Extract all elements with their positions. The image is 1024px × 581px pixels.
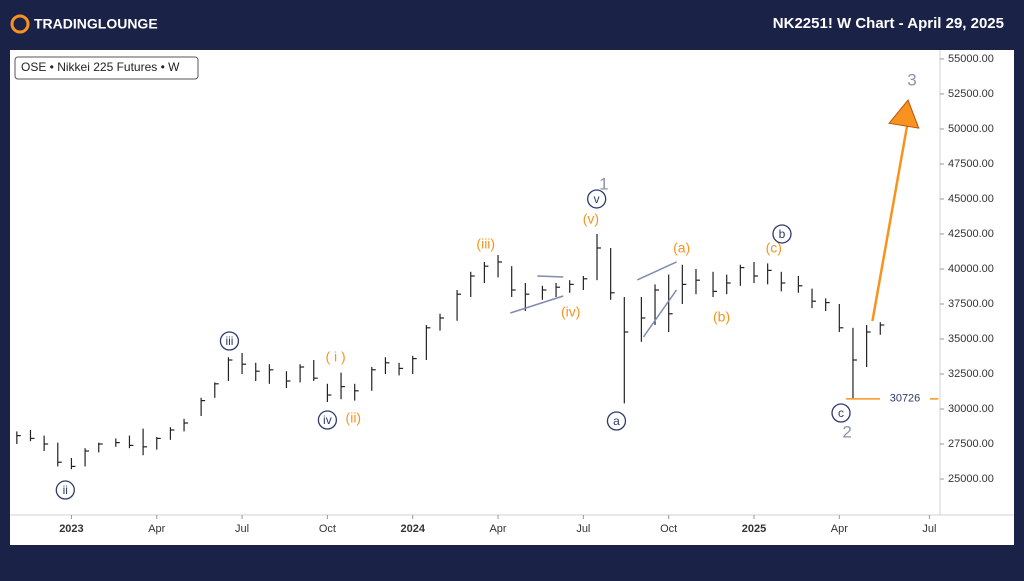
wave-circle <box>55 480 75 500</box>
forecast-arrow-head <box>888 99 920 129</box>
wave-circle <box>317 410 338 430</box>
x-tick-label: Apr <box>489 523 506 535</box>
x-tick-label: Jul <box>922 523 936 535</box>
wave-label: c <box>838 406 844 420</box>
trendline <box>510 295 564 314</box>
legend-box <box>14 56 199 80</box>
y-tick-label: 37500.00 <box>948 298 994 310</box>
level-label-bg <box>880 390 930 407</box>
x-tick-label: 2024 <box>400 523 425 535</box>
logo: TRADINGLOUNGE <box>34 16 158 32</box>
wave-circle <box>772 224 792 244</box>
wave-circle <box>831 403 851 423</box>
wave-label: v <box>594 192 600 206</box>
wave-label: (iii) <box>476 236 495 252</box>
y-tick-label: 35000.00 <box>948 333 994 345</box>
chart-panel <box>10 50 1014 545</box>
y-tick-label: 25000.00 <box>948 473 994 485</box>
wave-label: (b) <box>713 309 730 325</box>
y-tick-label: 45000.00 <box>948 193 994 205</box>
wave-label: 3 <box>907 70 916 89</box>
x-tick-label: 2023 <box>59 523 83 535</box>
y-tick-label: 47500.00 <box>948 158 994 170</box>
level-label: 30726 <box>890 393 921 405</box>
logo-icon <box>10 14 30 34</box>
wave-label: (c) <box>766 240 782 256</box>
x-tick-label: 2025 <box>742 523 766 535</box>
wave-label: a <box>613 414 620 428</box>
y-tick-label: 27500.00 <box>948 438 994 450</box>
wave-label: 1 <box>599 174 608 193</box>
wave-circle <box>587 189 607 209</box>
wave-label: 2 <box>842 422 851 441</box>
wave-label: (iv) <box>561 304 580 320</box>
x-tick-label: Oct <box>660 523 677 535</box>
trendline <box>537 275 564 278</box>
trendline <box>636 261 677 281</box>
y-tick-label: 40000.00 <box>948 263 994 275</box>
wave-label: ii <box>63 483 68 497</box>
forecast-arrow <box>871 124 909 322</box>
wave-label: (ii) <box>346 410 362 426</box>
wave-label: iv <box>323 413 332 427</box>
y-tick-label: 55000.00 <box>948 53 994 65</box>
legend-text: OSE • Nikkei 225 Futures • W <box>21 60 180 74</box>
wave-label: ( i ) <box>325 349 345 365</box>
header-title: NK2251! W Chart - April 29, 2025 <box>773 15 1004 32</box>
y-tick-label: 50000.00 <box>948 123 994 135</box>
wave-label: b <box>779 227 786 241</box>
wave-circle <box>606 411 627 431</box>
x-tick-label: Apr <box>831 523 848 535</box>
y-tick-label: 42500.00 <box>948 228 994 240</box>
wave-label: iii <box>225 334 233 348</box>
y-tick-label: 52500.00 <box>948 88 994 100</box>
x-tick-label: Oct <box>319 523 336 535</box>
x-tick-label: Apr <box>148 523 165 535</box>
wave-label: (v) <box>583 211 599 227</box>
y-tick-label: 32500.00 <box>948 368 994 380</box>
wave-circle <box>219 331 240 351</box>
y-tick-label: 30000.00 <box>948 403 994 415</box>
x-tick-label: Jul <box>235 523 249 535</box>
trendline <box>642 289 678 338</box>
x-tick-label: Jul <box>576 523 590 535</box>
wave-label: (a) <box>673 240 690 256</box>
